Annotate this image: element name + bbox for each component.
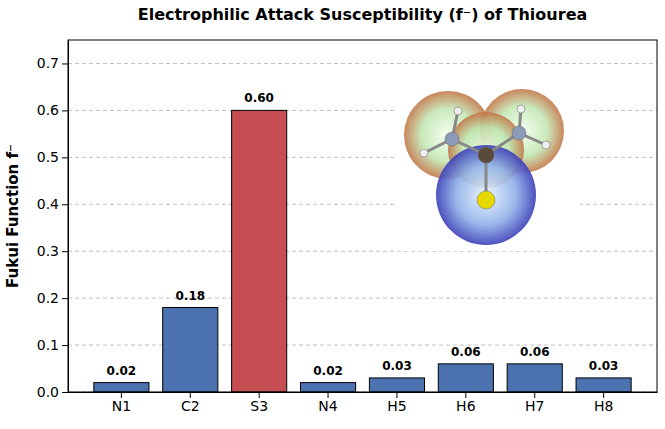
y-tick-label: 0.1 [37, 337, 59, 353]
x-tick-label: H7 [525, 398, 544, 414]
bar [507, 364, 562, 392]
x-tick-label: H5 [387, 398, 406, 414]
plot-frame [68, 40, 657, 392]
data-label: 0.03 [589, 359, 619, 373]
x-tick: N1 [112, 392, 131, 414]
y-tick: 0.7 [37, 55, 68, 71]
atom [445, 132, 459, 146]
molecule-inset [394, 89, 580, 251]
bar [576, 378, 631, 392]
y-tick: 0.4 [37, 196, 68, 212]
y-tick-mark [62, 345, 68, 346]
y-tick-mark [62, 110, 68, 111]
y-tick-label: 0.5 [37, 149, 59, 165]
data-labels: 0.02 0.18 0.60 0.02 0.03 0.06 0.06 0.03 [107, 91, 619, 377]
y-tick: 0.6 [37, 102, 68, 118]
atom [477, 191, 495, 209]
y-tick-mark [62, 204, 68, 205]
x-tick: H5 [387, 392, 406, 414]
bar [301, 383, 356, 392]
data-label: 0.03 [382, 359, 412, 373]
atom [512, 126, 526, 140]
atom [454, 107, 462, 115]
atom [420, 149, 428, 157]
x-tick-label: S3 [250, 398, 268, 414]
x-tick: H7 [525, 392, 544, 414]
y-tick: 0.0 [37, 384, 68, 400]
y-tick: 0.3 [37, 243, 68, 259]
y-tick-mark [62, 157, 68, 158]
y-tick-label: 0.4 [37, 196, 59, 212]
y-tick: 0.2 [37, 290, 68, 306]
x-tick-label: N1 [112, 398, 131, 414]
bar [163, 308, 218, 392]
y-tick-label: 0.0 [37, 384, 59, 400]
bar [438, 364, 493, 392]
data-label: 0.06 [451, 345, 481, 359]
x-tick-label: C2 [181, 398, 200, 414]
x-tick: H6 [456, 392, 476, 414]
bar [94, 383, 149, 392]
x-tick: C2 [181, 392, 200, 414]
y-tick-label: 0.2 [37, 290, 59, 306]
bar [369, 378, 424, 392]
chart-title: Electrophilic Attack Susceptibility (f⁻)… [138, 5, 588, 24]
x-tick: H8 [594, 392, 613, 414]
data-label: 0.02 [107, 364, 137, 378]
atom [478, 147, 494, 163]
atom [542, 141, 550, 149]
plot-area: 0.02 0.18 0.60 0.02 0.03 0.06 0.06 0.03 N1 C2 S3 N4… [37, 40, 658, 414]
y-tick-mark [62, 63, 68, 64]
bars [94, 110, 631, 392]
y-tick: 0.1 [37, 337, 68, 353]
atom [517, 105, 525, 113]
bar [232, 110, 287, 392]
x-tick: N4 [318, 392, 337, 414]
data-label: 0.18 [175, 289, 205, 303]
y-tick-mark [62, 251, 68, 252]
x-tick-label: H8 [594, 398, 613, 414]
y-tick-mark [62, 392, 68, 393]
y-tick-mark [62, 298, 68, 299]
grid-line [68, 63, 657, 64]
y-tick: 0.5 [37, 149, 68, 165]
x-axis: N1 C2 S3 N4 H5 H6 H7 H8 [69, 392, 658, 414]
grid-line [68, 298, 657, 299]
chart: 0.02 0.18 0.60 0.02 0.03 0.06 0.06 0.03 N1 C2 S3 N4… [0, 0, 665, 429]
x-axis-line [69, 392, 658, 393]
x-tick-label: H6 [456, 398, 476, 414]
y-axis: 0.0 0.1 0.2 0.3 0.4 0.5 0.6 0.7 [37, 41, 69, 400]
x-tick-label: N4 [318, 398, 337, 414]
data-label: 0.02 [313, 364, 343, 378]
y-tick-label: 0.6 [37, 102, 59, 118]
data-label: 0.60 [244, 91, 274, 105]
grid [68, 63, 657, 392]
data-label: 0.06 [520, 345, 550, 359]
density-lobe [436, 145, 536, 245]
y-tick-label: 0.3 [37, 243, 59, 259]
x-tick: S3 [250, 392, 268, 414]
y-axis-line [68, 41, 69, 393]
grid-line [68, 345, 657, 346]
y-axis-title: Fukui Function f⁻ [4, 144, 22, 288]
y-tick-label: 0.7 [37, 55, 59, 71]
